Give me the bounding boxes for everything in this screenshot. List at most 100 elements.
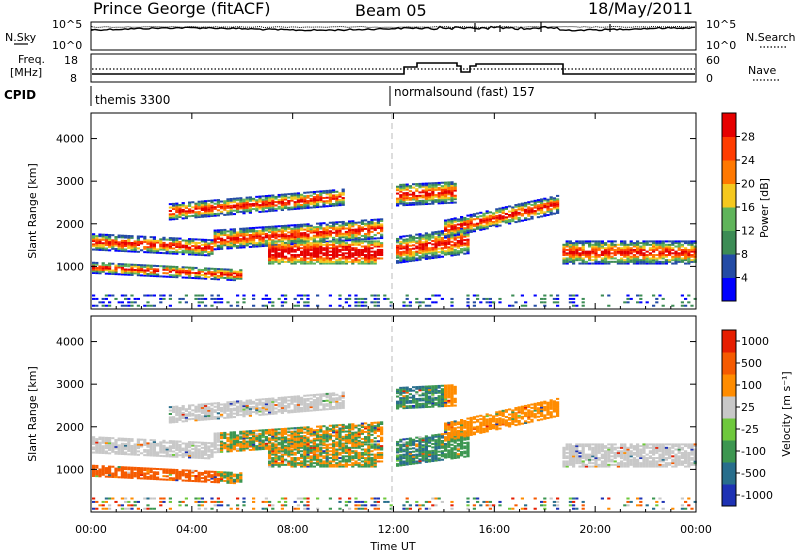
velocity-cell [165,448,169,451]
power-cell [325,260,329,263]
power-cell [95,245,99,248]
velocity-cell [181,500,185,503]
power-cell [351,233,355,236]
power-cell [319,237,323,240]
power-cell [184,215,188,218]
power-cell [274,254,278,257]
velocity-cell [216,497,220,500]
power-cell [143,239,147,242]
velocity-cell [104,472,108,475]
power-cell [453,184,457,187]
power-cell [565,254,569,257]
velocity-cell [287,402,291,405]
power-cell [447,218,451,221]
power-cell [460,239,464,242]
velocity-cell [213,434,217,437]
velocity-cell [293,407,297,410]
power-cell [280,193,284,196]
velocity-cell [104,443,108,446]
velocity-cell [172,455,176,458]
power-cell [204,250,208,253]
power-cell [300,260,304,263]
velocity-cell [207,470,211,473]
power-cell [108,239,112,242]
velocity-cell [140,468,144,471]
power-cell [492,215,496,218]
velocity-cell [303,401,307,404]
power-cell [450,184,454,187]
velocity-cell [220,435,224,438]
velocity-cell [255,433,259,436]
power-cell [693,250,697,253]
power-cell [693,252,697,255]
power-cell [232,197,236,200]
power-cell [168,270,172,273]
power-cell [303,255,307,258]
velocity-cell [252,507,256,510]
velocity-cell [261,439,265,442]
power-cell [245,205,249,208]
power-cell [437,197,441,200]
velocity-cell [181,420,185,423]
power-cell [108,265,112,268]
power-cell [396,261,400,264]
power-cell [300,240,304,243]
power-cell [415,259,419,262]
power-cell [396,199,400,202]
power-cell [629,248,633,251]
velocity-cell [184,408,188,411]
power-cell [533,213,537,216]
power-cell [296,192,300,195]
power-cell [408,239,412,242]
power-cell [415,301,419,304]
nave-label: Nave [748,64,776,77]
power-cell [319,259,323,262]
power-cell [197,247,201,250]
power-cell [344,247,348,250]
power-cell [476,224,480,227]
power-cell [594,250,598,253]
power-cell [104,238,108,241]
power-cell [485,217,489,220]
velocity-cell [117,476,121,479]
power-cell [216,204,220,207]
power-cell [357,228,361,231]
power-cell [444,234,448,237]
power-cell [328,257,332,260]
power-cell [328,193,332,196]
power-cell [530,200,534,203]
velocity-cell [191,456,195,459]
velocity-cell [178,447,182,450]
power-cell [152,271,156,274]
power-cell [540,212,544,215]
power-cell [396,237,400,240]
velocity-cell [197,408,201,411]
power-cell [469,224,473,227]
power-cell [396,204,400,207]
velocity-cell [127,504,131,507]
power-cell [277,193,281,196]
power-cell [338,193,342,196]
power-cell [514,214,518,217]
power-cell [312,226,316,229]
power-cell [492,222,496,225]
power-cell [508,210,512,213]
power-cell [508,222,512,225]
power-cell [588,254,592,257]
velocity-cell [120,471,124,474]
velocity-cell [271,435,275,438]
velocity-cell [95,441,99,444]
power-cell [520,219,524,222]
power-cell [92,263,96,266]
power-cell [373,223,377,226]
velocity-cell [255,438,259,441]
power-cell [335,262,339,265]
velocity-cell [165,475,169,478]
velocity-cell [200,415,204,418]
velocity-cell [280,455,284,458]
velocity-cell [213,451,217,454]
power-cell [344,255,348,258]
power-cell [268,210,272,213]
power-cell [296,247,300,250]
power-cell [248,204,252,207]
